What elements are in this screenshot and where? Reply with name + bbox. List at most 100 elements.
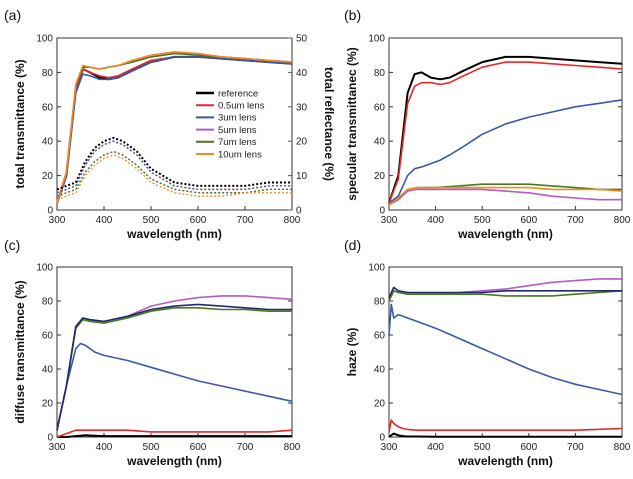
- legend-entry: 0.5um lens: [218, 101, 265, 112]
- series-line-0-5um-lens: [56, 429, 293, 438]
- series-line-5um-lens: [56, 295, 293, 431]
- y-tick-label: 20: [42, 171, 54, 182]
- x-tick-label: 300: [49, 215, 66, 226]
- x-tick-label: 400: [427, 215, 444, 226]
- x-tick-label: 700: [237, 442, 254, 453]
- series-line-0-5um-lens: [56, 56, 293, 204]
- y-tick-label: 60: [374, 102, 386, 113]
- series-line-7um-lens: [388, 289, 623, 302]
- y-tick-label: 40: [374, 365, 386, 376]
- x-tick-label: 300: [49, 442, 66, 453]
- y-tick-label: 60: [42, 102, 54, 113]
- y-axis-label: specular transmittanec (%): [345, 47, 359, 200]
- series-line-3um-lens: [388, 303, 623, 396]
- x-axis-label: wavelength (nm): [457, 227, 553, 241]
- series-line-reference: [388, 55, 623, 204]
- y-tick-label: 0: [379, 433, 385, 444]
- panel-a: 300 400 500 600 700 8000204060801000102030405…: [4, 7, 336, 241]
- y-tick-label: 40: [374, 137, 386, 148]
- y-tick-label: 40: [42, 137, 54, 148]
- legend-entry: 3um lens: [218, 113, 257, 124]
- x-tick-label: 500: [143, 442, 160, 453]
- series-line-reference: [56, 55, 293, 204]
- y-tick-label: 40: [42, 365, 54, 376]
- x-tick-label: 500: [474, 442, 491, 453]
- x-tick-label: 500: [474, 215, 491, 226]
- y-right-tick-label: 0: [296, 206, 302, 217]
- series-line-7um-lens: [56, 306, 292, 431]
- x-tick-label: 600: [520, 442, 537, 453]
- y-tick-label: 20: [374, 171, 386, 182]
- y-axis-label: diffuse transmittance (%): [13, 280, 27, 423]
- panel-label: (b): [344, 7, 361, 23]
- plot-frame: [388, 37, 623, 211]
- x-tick-label: 700: [237, 215, 254, 226]
- y-right-tick-label: 40: [296, 68, 308, 79]
- series-line-5um-lens: [388, 278, 622, 302]
- series-line-3um-lens: [56, 342, 293, 431]
- series-line-7um-lens: [56, 150, 292, 197]
- y-tick-label: 100: [368, 263, 385, 274]
- y-tick-label: 0: [47, 206, 53, 217]
- x-tick-label: 400: [427, 442, 444, 453]
- series-line-10um-lens: [56, 303, 292, 431]
- series-line-reference: [388, 432, 622, 438]
- series-line-10um-lens: [56, 154, 292, 201]
- x-tick-label: 800: [614, 442, 631, 453]
- x-tick-label: 700: [567, 442, 584, 453]
- y-tick-label: 100: [36, 34, 53, 45]
- y-axis-label: haze (%): [345, 328, 359, 377]
- y-axis-label-right: total reflectance (%): [322, 67, 336, 181]
- y-right-tick-label: 20: [296, 137, 308, 148]
- series-line-0-5um-lens: [388, 61, 623, 204]
- x-tick-label: 400: [96, 215, 113, 226]
- y-axis-label: total transmittance (%): [13, 59, 27, 188]
- y-right-tick-label: 30: [296, 102, 308, 113]
- plot-frame: [56, 266, 293, 438]
- series-line-10um-lens: [388, 186, 623, 206]
- panel-label: (c): [4, 237, 20, 253]
- series-line-10um-lens: [388, 286, 622, 298]
- panel-d: 300 400 500 600 700 800 0 20 40 60 80 100 wavelength…: [344, 237, 631, 468]
- x-axis-label: wavelength (nm): [126, 454, 222, 468]
- x-axis-label: wavelength (nm): [126, 227, 222, 241]
- y-right-tick-label: 50: [296, 34, 308, 45]
- series-line-reference: [56, 136, 292, 191]
- series-line-0-5um-lens: [388, 419, 623, 433]
- x-tick-label: 800: [284, 215, 301, 226]
- series-line-5um-lens: [388, 188, 622, 206]
- x-tick-label: 800: [614, 215, 631, 226]
- panel-c: 300 400 500 600 700 800 0 20 40 60 80 100 wavelength…: [4, 237, 301, 468]
- panel-b: 300 400 500 600 700 800 0 20 40 60 80 100 wavelength…: [344, 7, 631, 241]
- x-tick-label: 400: [96, 442, 113, 453]
- legend-entry: 5um lens: [218, 125, 257, 136]
- x-tick-label: 700: [567, 215, 584, 226]
- x-axis-label: wavelength (nm): [457, 454, 553, 468]
- y-tick-label: 100: [368, 34, 385, 45]
- series-line-10um-lens: [56, 50, 293, 204]
- y-tick-label: 20: [42, 399, 54, 410]
- panel-label: (d): [344, 237, 361, 253]
- series-line-reference: [57, 434, 292, 438]
- x-tick-label: 600: [520, 215, 537, 226]
- panel-label: (a): [4, 7, 21, 23]
- series-line-3um-lens: [56, 56, 293, 204]
- y-tick-label: 100: [36, 263, 53, 274]
- y-right-tick-label: 10: [296, 171, 308, 182]
- y-tick-label: 80: [42, 68, 54, 79]
- y-tick-label: 80: [374, 297, 386, 308]
- y-tick-label: 20: [374, 399, 386, 410]
- series-line-3um-lens: [56, 140, 292, 194]
- x-tick-label: 300: [381, 442, 398, 453]
- y-tick-label: 0: [47, 433, 53, 444]
- x-tick-label: 800: [284, 442, 301, 453]
- y-tick-label: 80: [374, 68, 386, 79]
- plot-frame: [56, 37, 293, 211]
- series-line-3um-lens: [388, 99, 623, 204]
- legend-entry: 10um lens: [218, 149, 262, 160]
- x-tick-label: 500: [143, 215, 160, 226]
- x-tick-label: 600: [190, 442, 207, 453]
- y-tick-label: 80: [42, 297, 54, 308]
